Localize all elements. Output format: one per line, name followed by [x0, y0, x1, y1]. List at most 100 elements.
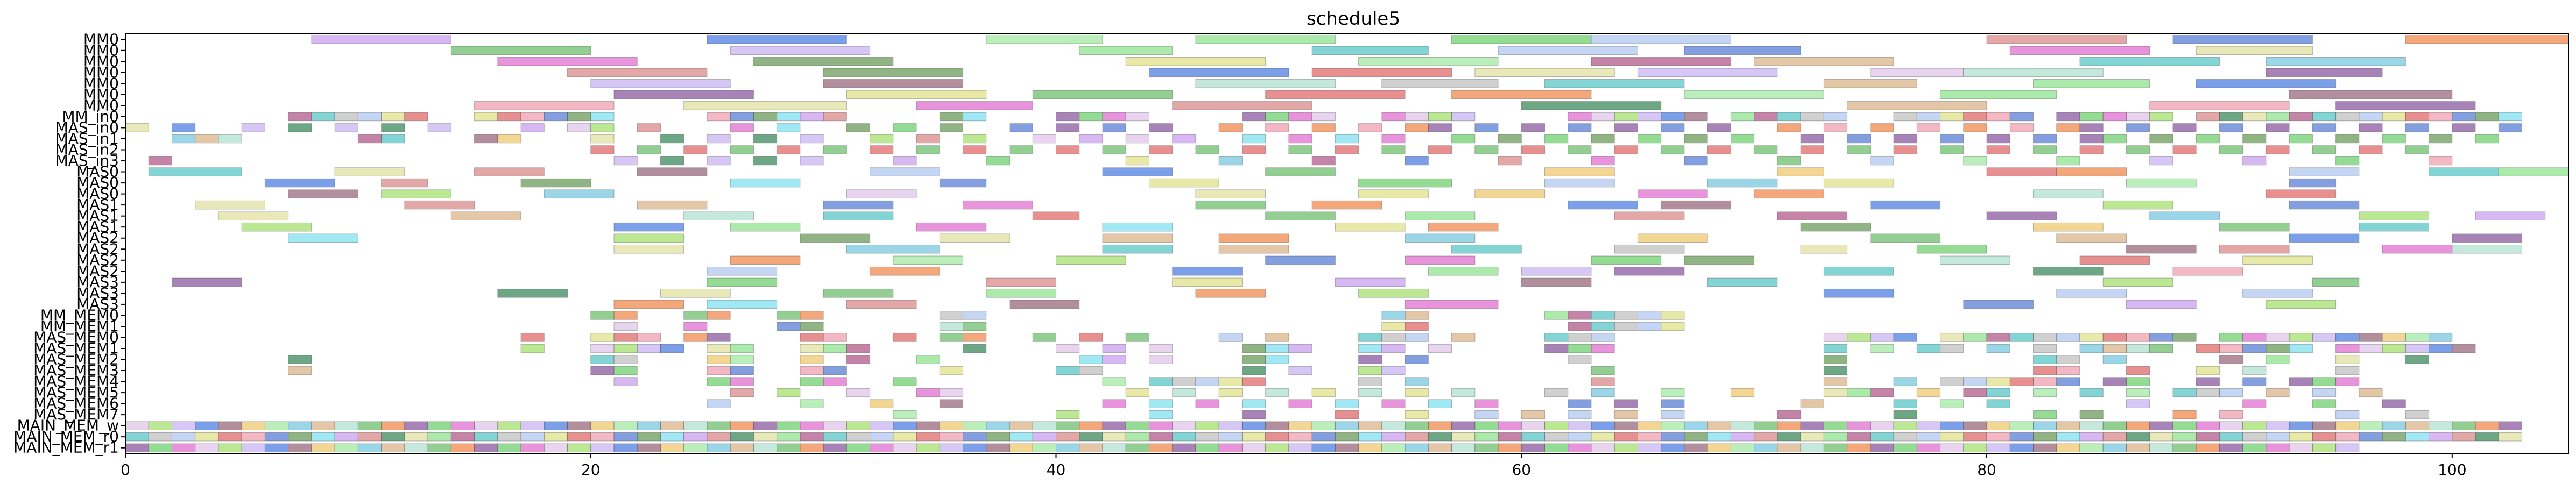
task-bar [2033, 79, 2150, 88]
slot-bar [2242, 432, 2267, 442]
slot-bar [1405, 123, 1429, 132]
slot-bar [1428, 344, 1452, 353]
task-bar [2149, 101, 2290, 110]
slot-bar [148, 443, 172, 453]
slot-bar [2429, 156, 2453, 166]
slot-bar [2382, 344, 2406, 353]
slot-bar [2498, 123, 2523, 132]
slot-bar [846, 421, 871, 430]
slot-bar [1288, 443, 1312, 453]
slot-bar [1986, 399, 2010, 408]
y-tick-label: MM0 [83, 41, 119, 59]
slot-bar [1148, 377, 1173, 386]
slot-bar [1056, 421, 1080, 430]
slot-bar [800, 156, 824, 166]
slot-bar [2056, 355, 2080, 364]
slot-bar [893, 421, 917, 430]
slot-bar [1009, 432, 1033, 442]
slot-bar [148, 156, 172, 166]
task-bar [730, 255, 801, 265]
slot-bar [1986, 112, 2010, 122]
slot-bar [2242, 443, 2267, 453]
task-bar [2266, 189, 2337, 198]
slot-bar [218, 432, 242, 442]
slot-bar [1916, 123, 1941, 132]
slot-bar [2149, 421, 2173, 430]
slot-bar [637, 432, 661, 442]
slot-bar [2335, 355, 2360, 364]
slot-bar [846, 432, 871, 442]
slot-bar [613, 322, 638, 331]
task-bar [2126, 244, 2197, 254]
slot-bar [823, 112, 847, 122]
slot-bar [800, 134, 824, 144]
slot-bar [2312, 432, 2337, 442]
slot-bar [683, 322, 708, 331]
task-bar [823, 68, 964, 77]
slot-bar [2359, 432, 2383, 442]
slot-bar [2475, 134, 2499, 144]
slot-bar [1125, 421, 1149, 430]
slot-bar [893, 123, 917, 132]
task-bar [2196, 46, 2313, 55]
y-tick-label: MM_in0 [62, 108, 119, 125]
slot-bar [800, 432, 824, 442]
task-bar [1614, 244, 1685, 254]
slot-bar [707, 112, 731, 122]
slot-bar [1381, 145, 1406, 154]
slot-bar [2335, 377, 2360, 386]
slot-bar [1102, 123, 1126, 132]
slot-bar [1777, 443, 1801, 453]
task-bar [800, 233, 871, 243]
task-bar [1637, 233, 1708, 243]
slot-bar [800, 333, 824, 342]
slot-bar [148, 421, 172, 430]
task-bar [1218, 233, 1289, 243]
slot-bar [1661, 432, 1685, 442]
slot-bar [2172, 388, 2197, 397]
slot-bar [1335, 145, 1359, 154]
slot-bar [381, 443, 405, 453]
slot-bar [1823, 344, 1848, 353]
slot-bar [2219, 355, 2243, 364]
task-bar [613, 244, 684, 254]
slot-bar [171, 443, 196, 453]
slot-bar [870, 145, 894, 154]
slot-bar [870, 421, 894, 430]
slot-bar [2219, 421, 2243, 430]
slot-bar [590, 134, 615, 144]
slot-bar [1428, 432, 1452, 442]
slot-bar [2033, 355, 2057, 364]
slot-bar [660, 432, 684, 442]
task-bar [450, 211, 521, 220]
slot-bar [1661, 410, 1685, 419]
slot-bar [1591, 421, 1615, 430]
slot-bar [1079, 333, 1103, 342]
slot-bar [1102, 432, 1126, 442]
y-tick-label: MAIN_MEM_r1 [13, 439, 119, 457]
task-bar [195, 200, 265, 210]
task-bar [1311, 68, 1452, 77]
slot-bar [2498, 432, 2523, 442]
slot-bar [1986, 443, 2010, 453]
slot-bar [2196, 134, 2220, 144]
slot-bar [334, 112, 358, 122]
slot-bar [1800, 399, 1824, 408]
slot-bar [1265, 443, 1289, 453]
slot-bar [171, 134, 196, 144]
slot-bar [520, 333, 545, 342]
slot-bar [288, 112, 312, 122]
slot-bar [1148, 410, 1173, 419]
slot-bar [404, 432, 428, 442]
slot-bar [846, 355, 871, 364]
slot-bar [2079, 123, 2104, 132]
slot-bar [2126, 432, 2150, 442]
slot-bar [427, 443, 451, 453]
slot-bar [2102, 134, 2127, 144]
slot-bar [1544, 421, 1569, 430]
task-bar [1148, 68, 1289, 77]
task-bar [846, 90, 987, 99]
slot-bar [1591, 432, 1615, 442]
task-bar [1963, 300, 2034, 309]
slot-bar [474, 134, 498, 144]
